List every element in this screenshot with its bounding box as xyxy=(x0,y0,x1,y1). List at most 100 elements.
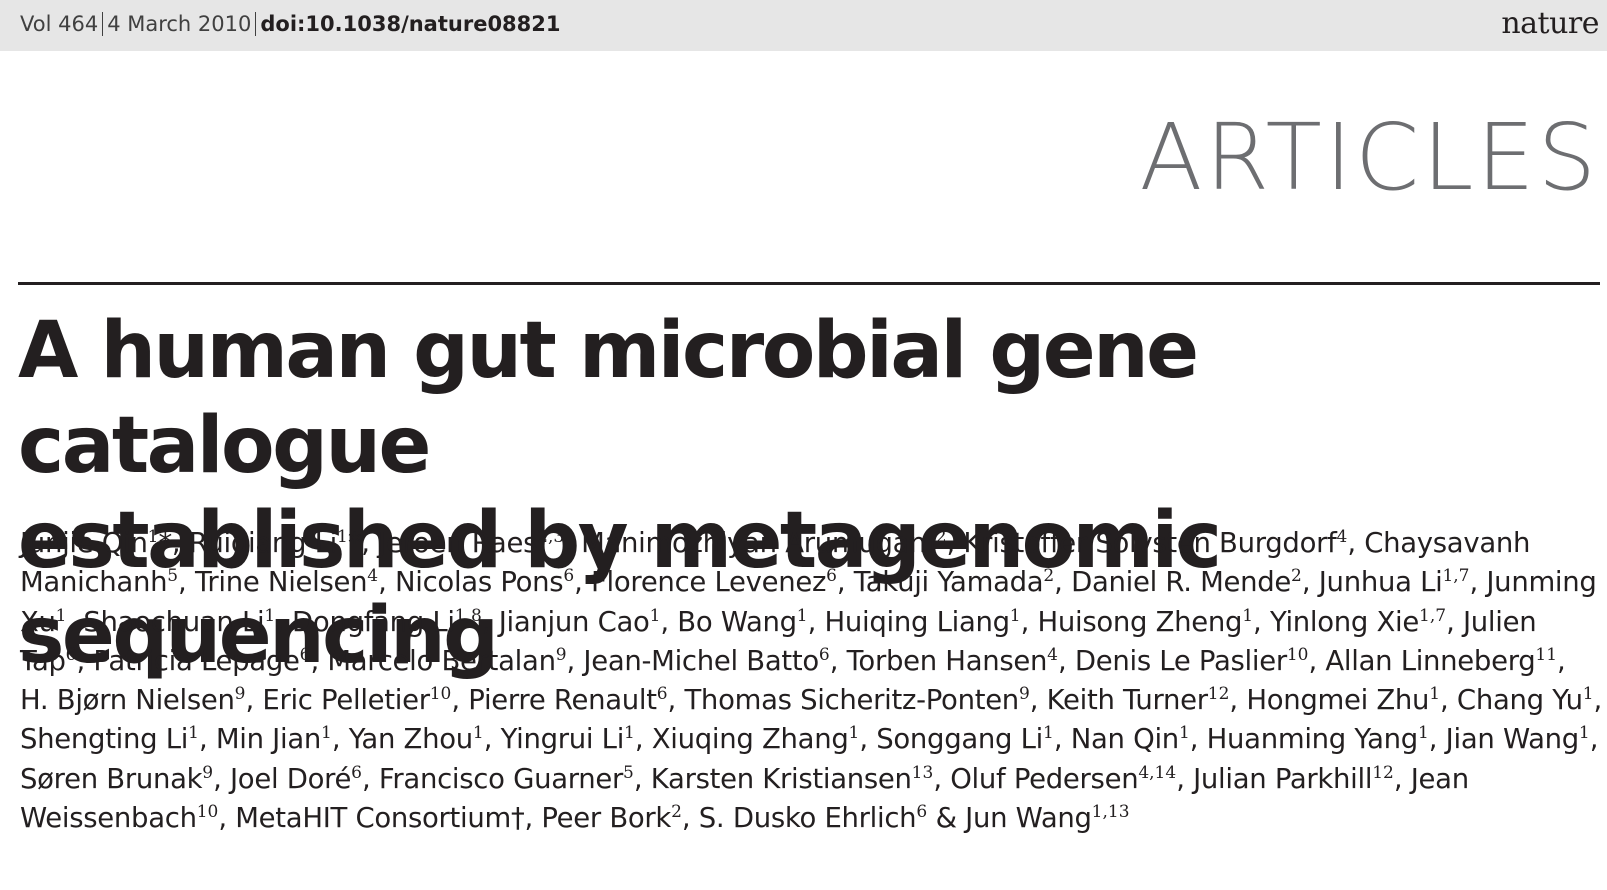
affiliation-mark: 1 xyxy=(188,723,199,744)
author: Dongfang Li1,8 xyxy=(292,606,482,638)
author: Min Jian1 xyxy=(216,723,332,755)
affiliation-mark: 12 xyxy=(1207,684,1230,705)
author-name: Francisco Guarner xyxy=(378,762,624,795)
title-line: A human gut microbial gene catalogue xyxy=(18,306,1199,491)
affiliation-mark: 1 xyxy=(848,723,860,744)
affiliation-mark: 1 xyxy=(55,605,67,626)
author: Torben Hansen4 xyxy=(847,645,1058,677)
affiliation-mark: 6 xyxy=(65,644,77,665)
author: Eric Pelletier10 xyxy=(262,684,451,716)
author: Thomas Sicheritz-Ponten9 xyxy=(684,684,1029,716)
author-name: Hongmei Zhu xyxy=(1246,684,1430,717)
affiliation-mark: 1 xyxy=(1043,723,1054,744)
author-name: Huiqing Liang xyxy=(824,605,1011,638)
author: Yan Zhou1 xyxy=(349,723,484,755)
affiliation-mark: 1 xyxy=(1242,605,1254,626)
affiliation-mark: 11 xyxy=(1535,644,1558,665)
affiliation-mark: 2 xyxy=(1043,566,1055,587)
author: Joel Doré6 xyxy=(230,763,362,795)
journal-header-bar: Vol 464 4 March 2010 doi:10.1038/nature088… xyxy=(0,0,1607,51)
author-name: Thomas Sicheritz-Ponten xyxy=(684,684,1019,717)
author: Jeroen Raes2,3 xyxy=(378,527,564,559)
author-name: Takuji Yamada xyxy=(853,566,1044,599)
affiliation-mark: 6 xyxy=(916,802,928,823)
author: Manimozhiyan Arumugam2 xyxy=(581,527,946,559)
author-name: Denis Le Paslier xyxy=(1074,644,1287,677)
author-name: Junjie Qin xyxy=(20,527,148,559)
affiliation-mark: 1 xyxy=(472,723,484,744)
author-name: Torben Hansen xyxy=(846,644,1048,677)
author-name: Chang Yu xyxy=(1456,684,1583,717)
author: Huanming Yang1 xyxy=(1207,723,1429,755)
author: Trine Nielsen4 xyxy=(195,566,378,598)
author: H. Bjørn Nielsen9 xyxy=(20,684,245,716)
author: Jian Wang1 xyxy=(1446,723,1590,755)
author-name: Min Jian xyxy=(215,723,321,756)
affiliation-mark: 9 xyxy=(555,644,567,665)
author: Marcelo Bertalan9 xyxy=(327,645,566,677)
author-name: Karsten Kristiansen xyxy=(650,762,912,795)
affiliation-mark: 1 xyxy=(796,605,808,626)
affiliation-mark: 2 xyxy=(1291,566,1302,587)
issue-date: 4 March 2010 xyxy=(107,12,252,36)
author: Jianjun Cao1 xyxy=(499,606,661,638)
author-name: Nicolas Pons xyxy=(395,566,564,599)
affiliation-mark: 2,3 xyxy=(537,527,565,547)
affiliation-mark: 6 xyxy=(818,644,830,665)
author: Jean-Michel Batto6 xyxy=(583,645,829,677)
affiliation-mark: 10 xyxy=(196,802,219,823)
author-name: Jun Wang xyxy=(965,802,1092,835)
equal-contribution-mark: * xyxy=(158,527,172,559)
author: Junjie Qin1* xyxy=(20,527,172,559)
affiliation-mark: 10 xyxy=(1286,644,1309,665)
author-name: Marcelo Bertalan xyxy=(327,644,556,677)
affiliation-mark: 1 xyxy=(649,605,661,626)
author-name: Bo Wang xyxy=(677,605,797,638)
affiliation-mark: 1 xyxy=(1417,723,1429,744)
author: Keith Turner12 xyxy=(1047,684,1230,716)
affiliation-mark: 2 xyxy=(935,527,947,547)
author-name: Oluf Pedersen xyxy=(950,762,1139,795)
author-name: Peer Bork xyxy=(541,802,672,835)
author-name: Julien Tap xyxy=(20,605,1537,677)
affiliation-mark: 1 xyxy=(1578,723,1590,744)
doi-link[interactable]: doi:10.1038/nature08821 xyxy=(260,12,561,36)
author-name: Manimozhiyan Arumugam xyxy=(581,527,936,559)
author: Yinlong Xie1,7 xyxy=(1270,606,1446,638)
affiliation-mark: 6 xyxy=(656,684,668,705)
affiliation-mark: 5 xyxy=(167,566,179,587)
author-name: Søren Brunak xyxy=(20,762,203,795)
author: Julian Parkhill12 xyxy=(1193,763,1394,795)
author-name: Patricia Lepage xyxy=(93,644,300,677)
author-list: Junjie Qin1*, Ruiqiang Li1*, Jeroen Raes… xyxy=(20,527,1602,835)
author: Patricia Lepage6 xyxy=(93,645,310,677)
author-name: Chaysavanh Manichanh xyxy=(20,527,1531,599)
author: Allan Linneberg11 xyxy=(1325,645,1557,677)
title-line: established by metagenomic sequencing xyxy=(18,496,1222,681)
author-name: Junming Xu xyxy=(20,566,1597,638)
affiliation-mark: 1 xyxy=(321,723,332,744)
author: Hongmei Zhu1 xyxy=(1246,684,1440,716)
article-title: A human gut microbial gene catalogue est… xyxy=(18,304,1598,684)
author: Huisong Zheng1 xyxy=(1038,606,1254,638)
author: Junming Xu1 xyxy=(20,566,1597,637)
author-name: Huanming Yang xyxy=(1206,723,1419,756)
author-name: Florence Levenez xyxy=(591,566,827,599)
affiliation-mark: 1 xyxy=(337,527,348,547)
author: Bo Wang1 xyxy=(677,606,807,638)
affiliation-mark: 1,7 xyxy=(1419,605,1447,626)
author-name: Allan Linneberg xyxy=(1325,644,1536,677)
author-name: Keith Turner xyxy=(1046,684,1208,717)
affiliation-mark: 1 xyxy=(1009,605,1021,626)
affiliation-mark: 9 xyxy=(234,684,246,705)
author-name: Eric Pelletier xyxy=(262,684,430,717)
author: Chaysavanh Manichanh5 xyxy=(20,527,1530,598)
author-name: Nan Qin xyxy=(1070,723,1180,756)
author-name: Shengting Li xyxy=(20,723,189,756)
author-name: Jean-Michel Batto xyxy=(583,644,819,677)
affiliation-mark: 9 xyxy=(1018,684,1030,705)
author: Jun Wang1,13 xyxy=(965,802,1129,834)
author: Shengting Li1 xyxy=(20,723,199,755)
author-name: Kristoffer Solvsten Burgdorf xyxy=(963,527,1337,559)
author: Florence Levenez6 xyxy=(591,566,837,598)
